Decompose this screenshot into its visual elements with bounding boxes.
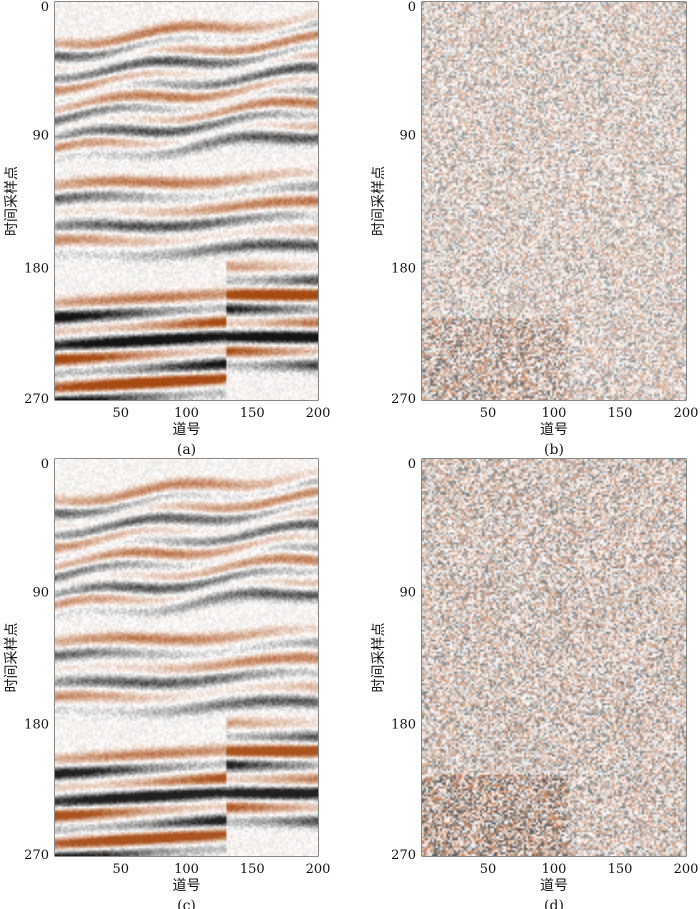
panel-a-ytick-label: 0: [41, 0, 49, 15]
panel-a-caption: (a): [177, 442, 196, 458]
panel-a-xtick-label: 100: [174, 406, 199, 421]
panel-d-image: [422, 459, 686, 856]
panel-b-ytick-label: 270: [391, 392, 416, 407]
panel-a-ytick-label: 180: [24, 261, 49, 276]
panel-c-xtick-label: 50: [112, 862, 129, 877]
panel-a-ytick-label: 90: [32, 129, 49, 144]
panel-b-xlabel: 道号: [540, 422, 568, 438]
panel-c-xtick-label: 100: [174, 862, 199, 877]
panel-a-xtick-label: 50: [112, 406, 129, 421]
panel-a-xlabel: 道号: [173, 422, 201, 438]
panel-c-ytick-label: 0: [41, 457, 49, 472]
panel-a-ytick-label: 270: [24, 392, 49, 407]
panel-d-ytick-label: 270: [391, 848, 416, 863]
panel-c-xtick-label: 200: [306, 862, 331, 877]
panel-a-image: [55, 2, 318, 400]
panel-b-ytick-label: 90: [399, 129, 416, 144]
panel-d-ytick-label: 0: [408, 457, 416, 472]
panel-d-caption: (d): [544, 898, 564, 909]
panel-d-xtick-label: 200: [674, 862, 699, 877]
panel-c-ytick-label: 180: [24, 718, 49, 733]
panel-d-ytick-label: 90: [399, 585, 416, 600]
panel-a: 0 90 180 270 50 100 150 200 道号 时间采样点 (a): [4, 0, 330, 458]
panel-c-xtick-label: 150: [240, 862, 265, 877]
panel-c-ytick-label: 90: [32, 585, 49, 600]
panel-c-ytick-label: 270: [24, 848, 49, 863]
panel-a-xtick-label: 150: [240, 406, 265, 421]
panel-b-xtick-label: 200: [674, 406, 699, 421]
panel-d-xtick-label: 50: [480, 862, 497, 877]
panel-b-image: [422, 2, 686, 400]
panel-b-ytick-label: 180: [391, 261, 416, 276]
panel-c-ylabel: 时间采样点: [4, 623, 20, 693]
panel-b-caption: (b): [544, 442, 564, 458]
panel-b-xtick-label: 150: [608, 406, 633, 421]
panel-b-ytick-label: 0: [408, 0, 416, 15]
panel-d-xtick-label: 150: [608, 862, 633, 877]
panel-d-xlabel: 道号: [540, 878, 568, 894]
panel-b-ylabel: 时间采样点: [371, 166, 387, 236]
panel-c-xlabel: 道号: [173, 878, 201, 894]
panel-d-ytick-label: 180: [391, 718, 416, 733]
panel-b-xtick-label: 50: [480, 406, 497, 421]
panel-d-ylabel: 时间采样点: [371, 623, 387, 693]
panel-a-xtick-label: 200: [306, 406, 331, 421]
panel-c-image: [55, 459, 318, 856]
panel-a-ylabel: 时间采样点: [4, 166, 20, 236]
panel-b-xtick-label: 100: [542, 406, 567, 421]
panel-c-caption: (c): [177, 898, 196, 909]
panel-d-xtick-label: 100: [542, 862, 567, 877]
